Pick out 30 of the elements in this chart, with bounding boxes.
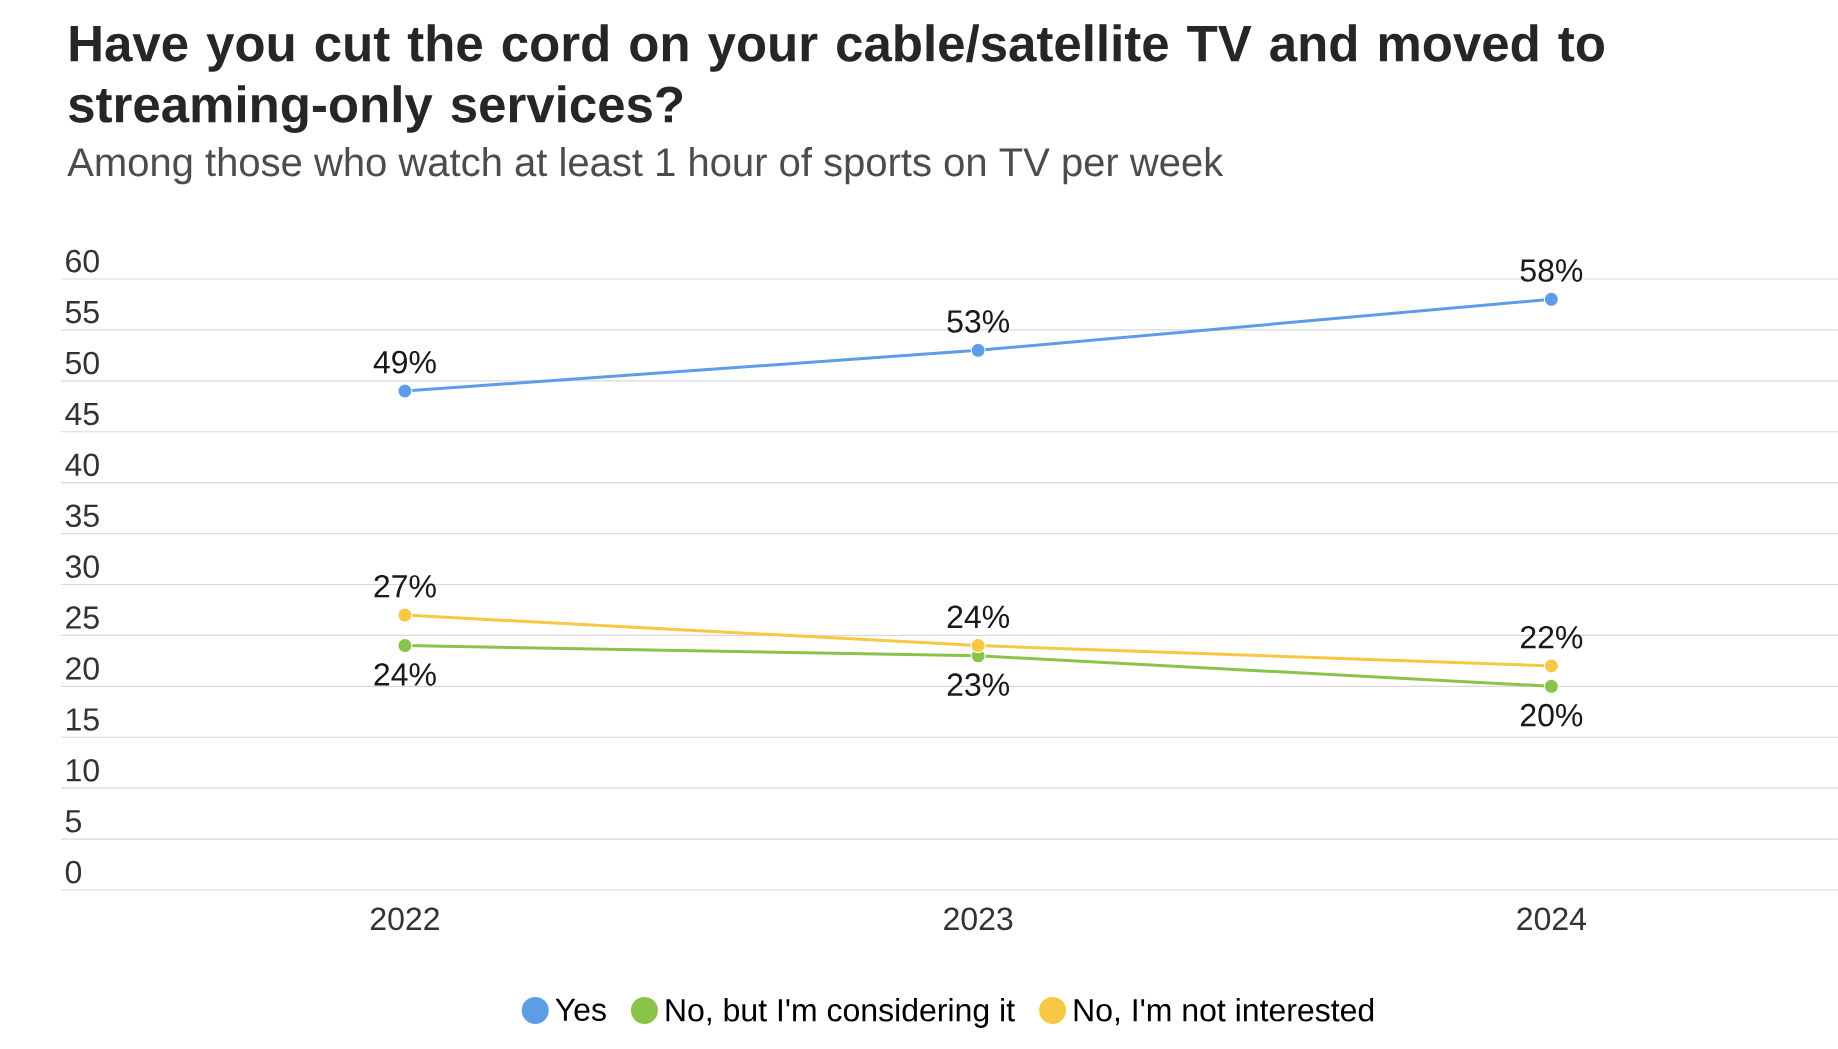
data-label: 24% [374,663,436,686]
y-tick-label: 35 [65,504,99,528]
legend-label: No, but I'm considering it [666,998,1015,1028]
data-label: 22% [1520,625,1583,649]
data-label: 24% [947,605,1010,629]
data-label: 49% [373,350,436,374]
legend-label: No, I'm not interested [1074,998,1374,1026]
data-label: 58% [1520,259,1583,282]
data-label: 27% [374,574,436,598]
y-tick-label: 0 [65,860,82,884]
x-tick-label: 2024 [1517,907,1587,931]
y-tick-label: 50 [65,351,99,375]
y-tick-label: 40 [65,453,99,477]
data-label: 20% [1520,703,1583,727]
chart-subtitle: Among those who watch at least 1 hour of sports on TV per week [67,147,1224,185]
y-tick-label: 20 [66,657,99,680]
chart-title: Have you cut the cord on your cable/satellite TV and moved to streaming-only services? [68,24,1604,133]
y-tick-label: 25 [66,606,99,629]
y-tick-label: 10 [66,758,99,782]
y-tick-label: 30 [65,555,99,578]
legend-label: Yes [555,998,606,1021]
y-tick-label: 5 [65,810,81,833]
y-tick-label: 45 [65,402,99,426]
x-tick-label: 2023 [944,907,1013,931]
data-label: 53% [947,310,1010,333]
x-tick-label: 2022 [370,907,439,931]
y-tick-label: 55 [65,301,99,324]
y-tick-label: 60 [66,249,99,273]
y-tick-label: 15 [66,708,99,731]
data-label: 23% [947,673,1010,696]
